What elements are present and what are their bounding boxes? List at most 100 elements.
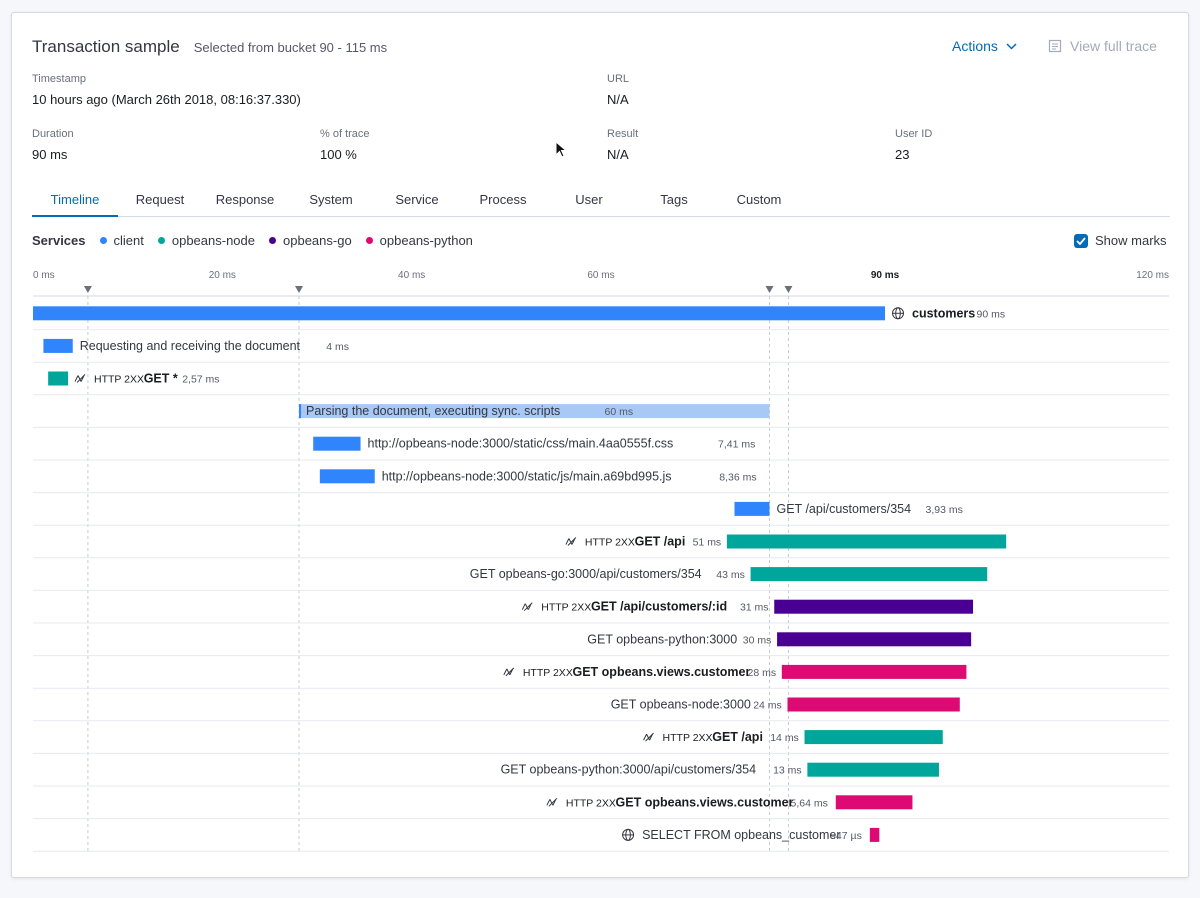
mouse-cursor-icon xyxy=(555,141,567,158)
span-duration: 5,64 ms xyxy=(791,797,828,809)
span-name: GET /api/customers/:id xyxy=(591,600,727,614)
legend-dot xyxy=(269,237,276,244)
span-bar[interactable] xyxy=(869,827,880,842)
user-id-value: 23 xyxy=(895,147,910,162)
tab-user[interactable]: User xyxy=(575,192,603,207)
http-status-label: HTTP 2XX xyxy=(523,667,573,679)
span-duration: 31 ms xyxy=(740,602,769,614)
http-status-label: HTTP 2XX xyxy=(663,732,713,744)
span-bar[interactable] xyxy=(774,599,974,614)
span-duration: 43 ms xyxy=(716,569,745,581)
span-duration: 7,41 ms xyxy=(718,439,755,451)
detail-tabs: Timeline Request Response System Service… xyxy=(32,187,1170,217)
span-duration: 3,93 ms xyxy=(926,504,963,516)
timestamp-value: 10 hours ago (March 26th 2018, 08:16:37.… xyxy=(32,92,301,107)
span-bar[interactable] xyxy=(726,534,1007,549)
view-full-trace-button[interactable]: View full trace xyxy=(1048,38,1157,54)
span-duration: 2,57 ms xyxy=(182,374,219,386)
actions-button[interactable]: Actions xyxy=(952,38,1017,54)
axis-tick-label: 60 ms xyxy=(587,270,614,281)
legend-label: opbeans-python xyxy=(379,233,473,248)
tab-timeline[interactable]: Timeline xyxy=(32,187,118,217)
span-duration: 51 ms xyxy=(693,537,722,549)
span-bar[interactable] xyxy=(313,436,361,451)
legend-opbeans-go: opbeans-go xyxy=(269,233,352,248)
span-name: Parsing the document, executing sync. sc… xyxy=(306,404,560,418)
tab-service[interactable]: Service xyxy=(395,192,439,207)
span-bar[interactable] xyxy=(781,664,967,679)
tab-tags[interactable]: Tags xyxy=(660,192,688,207)
span-name: GET /api xyxy=(712,730,763,744)
timestamp-label: Timestamp xyxy=(32,73,86,85)
span-name: GET opbeans-python:3000/api/customers/35… xyxy=(501,763,757,777)
timeline-mark-triangle[interactable] xyxy=(83,286,92,293)
timeline-mark-triangle[interactable] xyxy=(784,286,793,293)
legend-dot xyxy=(157,237,165,244)
legend-label: opbeans-node xyxy=(171,233,255,248)
url-value: N/A xyxy=(607,92,629,107)
span-bar[interactable] xyxy=(835,795,913,810)
globe-icon xyxy=(622,828,635,841)
show-marks-checkbox[interactable] xyxy=(1074,233,1088,248)
http-status-label: HTTP 2XX xyxy=(585,537,635,549)
span-name: GET /api/customers/354 xyxy=(777,502,912,516)
span-bar[interactable] xyxy=(750,567,988,582)
span-duration: 60 ms xyxy=(605,406,634,418)
show-marks-label: Show marks xyxy=(1095,233,1167,248)
legend-client: client xyxy=(99,233,144,248)
duration-label: Duration xyxy=(32,128,74,140)
span-bar[interactable] xyxy=(33,306,885,321)
tab-request[interactable]: Request xyxy=(135,192,185,207)
span-duration: 14 ms xyxy=(770,732,799,744)
panel-title: Transaction sample xyxy=(32,37,180,56)
timeline-mark-triangle[interactable] xyxy=(295,286,304,293)
http-status-label: HTTP 2XX xyxy=(94,374,144,386)
span-duration: 8,36 ms xyxy=(719,471,756,483)
span-name: SELECT FROM opbeans_customer xyxy=(642,828,840,842)
span-bar[interactable] xyxy=(787,697,960,712)
tab-system[interactable]: System xyxy=(309,192,353,207)
span-name: http://opbeans-node:3000/static/css/main… xyxy=(368,437,674,451)
document-icon xyxy=(1048,39,1062,53)
panel-header: Transaction sample Selected from bucket … xyxy=(32,37,387,57)
timeline-mark-triangle[interactable] xyxy=(765,286,774,293)
tab-custom[interactable]: Custom xyxy=(736,192,782,207)
bucket-subtitle: Selected from bucket 90 - 115 ms xyxy=(193,40,388,55)
span-bar[interactable] xyxy=(299,404,770,419)
duration-value: 90 ms xyxy=(32,147,68,162)
user-id-label: User ID xyxy=(895,128,933,140)
span-name: GET opbeans-go:3000/api/customers/354 xyxy=(470,567,702,581)
span-bar[interactable] xyxy=(48,371,69,386)
span-bar[interactable] xyxy=(807,762,939,777)
span-duration: 24 ms xyxy=(753,700,782,712)
axis-tick-label: 120 ms xyxy=(1136,270,1169,281)
span-bar[interactable] xyxy=(777,632,972,647)
axis-tick-label: 0 ms xyxy=(33,270,55,281)
tab-response[interactable]: Response xyxy=(215,192,275,207)
percent-of-trace-label: % of trace xyxy=(320,128,370,140)
span-name: GET /api xyxy=(635,535,686,549)
http-status-label: HTTP 2XX xyxy=(541,602,591,614)
legend-label: opbeans-go xyxy=(283,233,352,248)
span-duration: 30 ms xyxy=(743,634,772,646)
span-duration: 28 ms xyxy=(748,667,777,679)
span-bar[interactable] xyxy=(734,501,770,516)
result-label: Result xyxy=(607,128,639,140)
span-name: customers xyxy=(912,306,975,320)
span-name: GET opbeans-python:3000 xyxy=(587,632,737,646)
transaction-sample-panel: Transaction sample Selected from bucket … xyxy=(11,12,1189,878)
span-bar[interactable] xyxy=(319,469,375,484)
span-name: http://opbeans-node:3000/static/js/main.… xyxy=(382,469,672,483)
percent-of-trace-value: 100 % xyxy=(320,147,357,162)
legend-dot xyxy=(99,237,107,244)
http-exchange-icon xyxy=(643,732,654,742)
chevron-down-icon xyxy=(1006,42,1017,50)
span-name: GET * xyxy=(144,372,178,386)
tab-process[interactable]: Process xyxy=(479,192,527,207)
legend-dot xyxy=(365,237,373,244)
span-bar[interactable] xyxy=(804,730,943,745)
span-bar[interactable] xyxy=(43,338,73,353)
show-marks-toggle[interactable]: Show marks xyxy=(1074,233,1167,248)
services-legend: Services client opbeans-node opbeans-go … xyxy=(32,233,487,248)
span-duration: 4 ms xyxy=(326,341,349,353)
